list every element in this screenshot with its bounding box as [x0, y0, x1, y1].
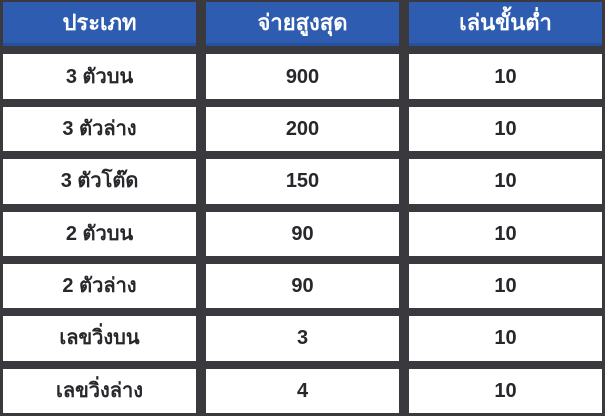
cell-max-payout: 200	[206, 106, 399, 152]
cell-max-payout: 3	[206, 316, 399, 361]
cell-type: เลขวิ่งบน	[3, 316, 196, 361]
cell-min-play: 10	[409, 316, 602, 361]
cell-min-play: 10	[409, 211, 602, 256]
cell-max-payout: 900	[206, 54, 399, 99]
cell-type: 3 ตัวโต๊ด	[3, 159, 196, 204]
cell-type: 2 ตัวบน	[3, 211, 196, 256]
cell-max-payout: 150	[206, 159, 399, 204]
header-cell-max-payout: จ่ายสูงสุด	[206, 2, 399, 47]
cell-type: 3 ตัวล่าง	[3, 106, 196, 152]
cell-max-payout: 90	[206, 263, 399, 309]
cell-min-play: 10	[409, 106, 602, 152]
header-cell-type: ประเภท	[3, 2, 196, 47]
cell-type: 2 ตัวล่าง	[3, 263, 196, 309]
cell-type: เลขวิ่งล่าง	[3, 368, 196, 413]
cell-min-play: 10	[409, 54, 602, 99]
cell-type: 3 ตัวบน	[3, 54, 196, 99]
cell-min-play: 10	[409, 263, 602, 309]
cell-max-payout: 90	[206, 211, 399, 256]
cell-max-payout: 4	[206, 368, 399, 413]
cell-min-play: 10	[409, 368, 602, 413]
header-cell-min-play: เล่นขั้นต่ำ	[409, 2, 602, 47]
cell-min-play: 10	[409, 159, 602, 204]
